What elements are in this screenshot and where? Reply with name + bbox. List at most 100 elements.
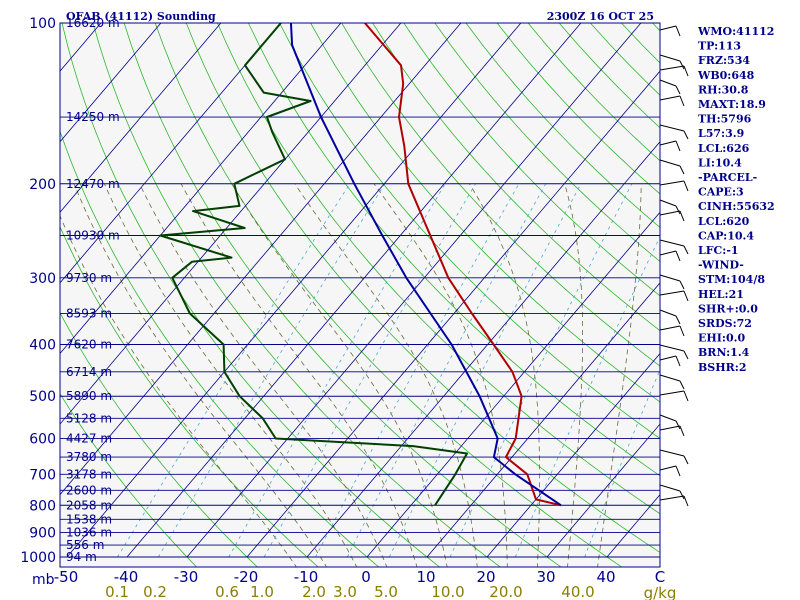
isotherm bbox=[66, 23, 522, 558]
wind-barb-icon bbox=[659, 250, 681, 262]
wind-barb-icon bbox=[659, 425, 685, 437]
profiles-layer bbox=[159, 23, 562, 507]
height-label: 5890 m bbox=[66, 389, 112, 403]
height-label: 3780 m bbox=[66, 450, 112, 464]
index-entry: BSHR:2 bbox=[698, 361, 747, 374]
index-entry: LFC:-1 bbox=[698, 244, 739, 257]
height-label: 8593 m bbox=[66, 307, 112, 321]
wind-barb-icon bbox=[659, 309, 681, 325]
index-entry: WB0:648 bbox=[697, 69, 755, 82]
mixing-ratio-tick-label: 3.0 bbox=[333, 583, 357, 600]
wind-barb-icon bbox=[659, 414, 681, 430]
mixing-ratio-tick-label: 5.0 bbox=[374, 583, 398, 600]
wind-barb-icon bbox=[659, 54, 685, 70]
dry-adiabat bbox=[341, 23, 660, 367]
pressure-tick-label: 900 bbox=[29, 526, 56, 542]
temperature-tick-label: -30 bbox=[174, 568, 199, 586]
wind-barb-icon bbox=[659, 465, 681, 477]
height-label: 6714 m bbox=[66, 365, 112, 379]
temperature-tick-label: -20 bbox=[234, 568, 259, 586]
mixing-ratio-tick-label: 0.6 bbox=[215, 583, 239, 600]
isotherm bbox=[60, 23, 342, 355]
dry-adiabat bbox=[60, 393, 198, 567]
moist-adiabat bbox=[139, 183, 388, 567]
temperature-profile bbox=[363, 23, 562, 507]
moist-adiabat bbox=[180, 183, 418, 567]
wind-barb-icon bbox=[659, 79, 681, 95]
wind-barb-icon bbox=[659, 484, 685, 500]
isotherm bbox=[546, 423, 660, 558]
moist-adiabat bbox=[104, 183, 358, 567]
dry-adiabat bbox=[61, 23, 441, 567]
height-label: 2058 m bbox=[66, 498, 112, 512]
isotherm bbox=[60, 23, 462, 496]
isotherm bbox=[60, 23, 222, 213]
index-entry: -WIND- bbox=[698, 259, 744, 272]
index-entry: EHI:0.0 bbox=[698, 332, 745, 345]
plot-frame bbox=[59, 22, 661, 568]
isotherm bbox=[426, 282, 660, 558]
moist-adiabat bbox=[469, 183, 540, 567]
index-entry: MAXT:18.9 bbox=[698, 98, 766, 111]
mixing-ratio-tick-label: 10.0 bbox=[431, 583, 464, 600]
pressure-tick-label: 800 bbox=[29, 498, 56, 514]
mixing-ratio-tick-label: 20.0 bbox=[489, 583, 522, 600]
index-entry: LCL:626 bbox=[698, 142, 750, 155]
wind-barb-icon bbox=[659, 199, 681, 215]
temperature-tick-label: 10 bbox=[416, 568, 435, 586]
isotherm bbox=[60, 23, 282, 284]
temperature-tick-label: -40 bbox=[114, 568, 139, 586]
temperature-tick-label: 20 bbox=[476, 568, 495, 586]
height-label: 10930 m bbox=[66, 228, 120, 242]
dry-adiabat bbox=[403, 23, 660, 297]
parcel-profile bbox=[289, 23, 562, 507]
isotherm bbox=[306, 141, 660, 558]
index-entry: HEL:21 bbox=[698, 288, 744, 301]
index-entry: WMO:41112 bbox=[697, 25, 774, 38]
pressure-tick-label: 300 bbox=[29, 271, 56, 287]
pressure-unit-label: mb bbox=[32, 572, 55, 588]
wind-barb-icon bbox=[659, 374, 685, 390]
pressure-tick-label: 400 bbox=[29, 338, 56, 354]
dewpoint-profile bbox=[159, 23, 468, 506]
index-entry: FRZ:534 bbox=[698, 54, 750, 67]
isotherm bbox=[126, 23, 582, 558]
wind-barb-icon bbox=[659, 274, 685, 290]
index-entry: BRN:1.4 bbox=[698, 346, 750, 359]
isotherm bbox=[366, 211, 660, 558]
isotherm bbox=[60, 23, 162, 143]
index-entry: LCL:620 bbox=[698, 215, 750, 228]
pressure-tick-label: 100 bbox=[29, 16, 56, 32]
mixing-ratio-line bbox=[449, 183, 633, 558]
temperature-tick-label: 30 bbox=[536, 568, 555, 586]
dry-adiabat bbox=[372, 23, 660, 332]
index-entry: CINH:55632 bbox=[698, 200, 775, 213]
height-label: 3178 m bbox=[66, 467, 112, 481]
moist-adiabat bbox=[294, 183, 478, 567]
mixing-ratio-tick-label: 40.0 bbox=[561, 583, 594, 600]
wind-barb-icon bbox=[659, 140, 681, 152]
index-entry: STM:104/8 bbox=[698, 273, 765, 286]
index-entry: CAPE:3 bbox=[698, 186, 744, 199]
pressure-tick-label: 700 bbox=[29, 467, 56, 483]
moist-adiabat bbox=[231, 183, 448, 567]
mixing-ratio-unit-label: g/kg bbox=[644, 584, 677, 600]
wind-barb-icon bbox=[659, 449, 689, 465]
pressure-tick-label: 1000 bbox=[20, 550, 56, 566]
plot-area bbox=[60, 23, 660, 567]
temperature-tick-label: 40 bbox=[596, 568, 615, 586]
index-entry: CAP:10.4 bbox=[698, 229, 754, 242]
pressure-tick-label: 600 bbox=[29, 432, 56, 448]
index-entry: -PARCEL- bbox=[698, 171, 757, 184]
height-label: 9730 m bbox=[66, 271, 112, 285]
index-entry: TH:5796 bbox=[698, 113, 752, 126]
wind-barb-icon bbox=[659, 290, 689, 302]
height-label: 2600 m bbox=[66, 483, 112, 497]
wind-barb-icon bbox=[659, 180, 689, 192]
mixing-ratio-tick-label: 0.2 bbox=[143, 583, 167, 600]
dry-adiabat bbox=[123, 23, 562, 567]
height-label: 5128 m bbox=[66, 411, 112, 425]
pressure-tick-label: 200 bbox=[29, 177, 56, 193]
